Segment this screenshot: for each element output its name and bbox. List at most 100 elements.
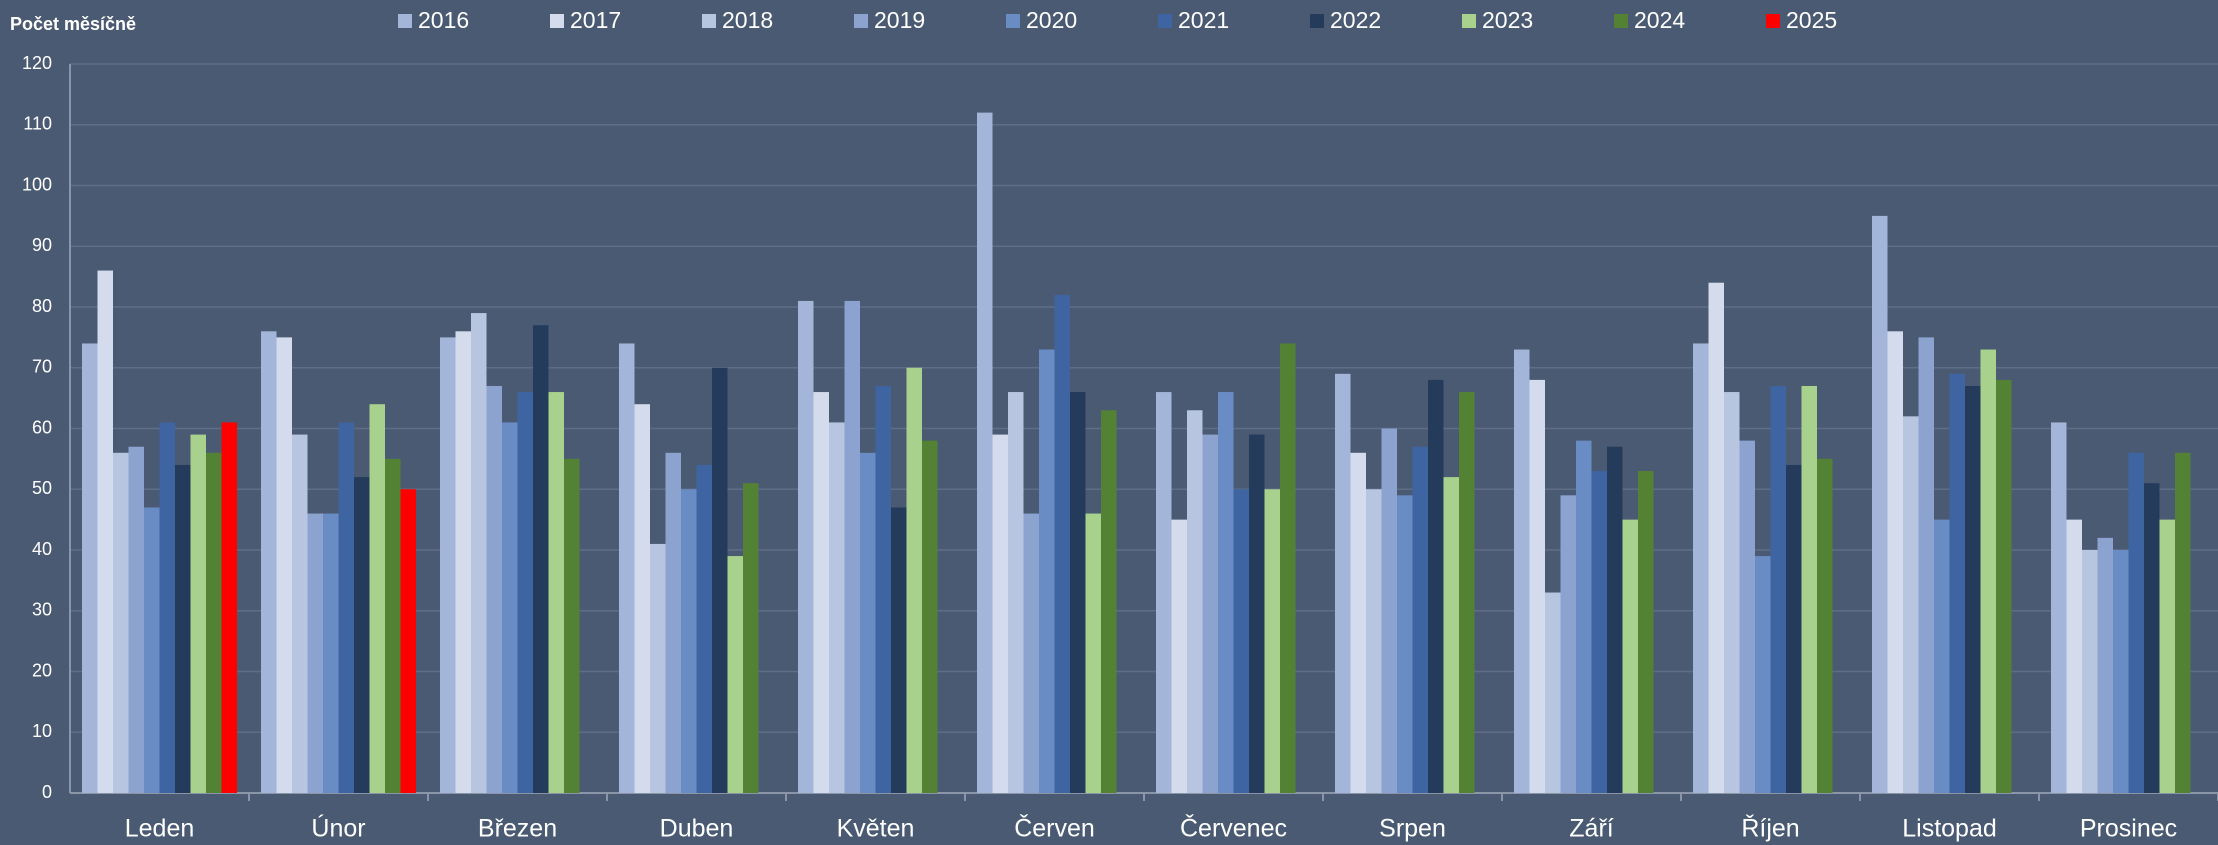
bar bbox=[1949, 373, 1965, 793]
bar bbox=[2066, 519, 2082, 793]
bar bbox=[696, 464, 712, 793]
bar bbox=[292, 434, 308, 793]
bar bbox=[1039, 349, 1055, 793]
bar bbox=[1545, 592, 1561, 793]
x-tick-label: Říjen bbox=[1741, 814, 1799, 843]
bar bbox=[1443, 477, 1459, 793]
y-tick-label: 40 bbox=[32, 539, 52, 559]
bar bbox=[82, 343, 98, 793]
bar bbox=[2097, 537, 2113, 793]
bar bbox=[1054, 294, 1070, 793]
bar bbox=[564, 458, 580, 793]
bar bbox=[502, 422, 518, 793]
bar bbox=[1918, 337, 1934, 793]
bar bbox=[1202, 434, 1218, 793]
bar bbox=[385, 458, 401, 793]
bar bbox=[2113, 550, 2129, 793]
legend-label: 2021 bbox=[1178, 7, 1229, 33]
bar bbox=[1965, 385, 1981, 793]
bar bbox=[1397, 495, 1413, 793]
bar bbox=[261, 331, 277, 793]
bar bbox=[533, 325, 549, 793]
bar bbox=[276, 337, 292, 793]
bar bbox=[1008, 392, 1024, 793]
bar bbox=[323, 513, 339, 793]
bar bbox=[1085, 513, 1101, 793]
legend-swatch bbox=[1006, 14, 1020, 28]
bar bbox=[221, 422, 237, 793]
bar bbox=[1350, 452, 1366, 793]
bar bbox=[1366, 489, 1382, 793]
legend-swatch bbox=[1462, 14, 1476, 28]
bar bbox=[860, 452, 876, 793]
legend-label: 2023 bbox=[1482, 7, 1533, 33]
bar bbox=[619, 343, 635, 793]
bar bbox=[1156, 392, 1172, 793]
bar bbox=[634, 404, 650, 793]
bar bbox=[1996, 379, 2012, 793]
legend-swatch bbox=[550, 14, 564, 28]
bar bbox=[190, 434, 206, 793]
x-tick-label: Duben bbox=[660, 815, 734, 843]
bar bbox=[1724, 392, 1740, 793]
bar bbox=[1903, 416, 1919, 793]
y-tick-label: 70 bbox=[32, 357, 52, 377]
bar bbox=[1934, 519, 1950, 793]
legend-swatch bbox=[1310, 14, 1324, 28]
x-tick-label: Leden bbox=[125, 815, 195, 843]
bar bbox=[1770, 385, 1786, 793]
y-tick-label: 90 bbox=[32, 235, 52, 255]
bar bbox=[681, 489, 697, 793]
bar bbox=[144, 507, 160, 793]
bar bbox=[977, 112, 993, 794]
legend-label: 2025 bbox=[1786, 7, 1837, 33]
bar bbox=[1980, 349, 1996, 793]
x-tick-label: Květen bbox=[837, 815, 915, 843]
x-tick-label: Červen bbox=[1014, 814, 1095, 843]
bar bbox=[1381, 428, 1397, 793]
bar bbox=[650, 543, 666, 793]
bar bbox=[1576, 440, 1592, 793]
bar bbox=[2051, 422, 2067, 793]
x-tick-label: Červenec bbox=[1180, 814, 1287, 843]
x-tick-label: Září bbox=[1569, 815, 1614, 843]
bar bbox=[727, 556, 743, 793]
bar bbox=[1514, 349, 1530, 793]
legend-label: 2022 bbox=[1330, 7, 1381, 33]
bar bbox=[1171, 519, 1187, 793]
bar bbox=[486, 385, 502, 793]
legend-label: 2017 bbox=[570, 7, 621, 33]
bar bbox=[829, 422, 845, 793]
bar bbox=[1872, 215, 1888, 793]
y-tick-label: 110 bbox=[23, 114, 52, 134]
legend-label: 2019 bbox=[874, 7, 925, 33]
bar bbox=[1801, 385, 1817, 793]
bar bbox=[1335, 373, 1351, 793]
legend-swatch bbox=[702, 14, 716, 28]
bar bbox=[400, 489, 416, 793]
bar bbox=[338, 422, 354, 793]
bar bbox=[1591, 471, 1607, 793]
bar bbox=[1560, 495, 1576, 793]
bar bbox=[175, 464, 191, 793]
bar bbox=[517, 392, 533, 793]
bar bbox=[113, 452, 129, 793]
bar bbox=[844, 300, 860, 793]
y-tick-label: 30 bbox=[32, 600, 52, 620]
bar bbox=[128, 446, 144, 793]
bar bbox=[743, 483, 759, 793]
x-tick-label: Srpen bbox=[1379, 815, 1446, 843]
bar bbox=[891, 507, 907, 793]
bar bbox=[1708, 282, 1724, 793]
bar bbox=[1428, 379, 1444, 793]
bar bbox=[665, 452, 681, 793]
bar bbox=[1638, 471, 1654, 793]
legend-label: 2020 bbox=[1026, 7, 1077, 33]
bar bbox=[1887, 331, 1903, 793]
legend-label: 2024 bbox=[1634, 7, 1685, 33]
bar bbox=[1023, 513, 1039, 793]
bar bbox=[1817, 458, 1833, 793]
bar bbox=[2175, 452, 2191, 793]
bar bbox=[992, 434, 1008, 793]
bar bbox=[922, 440, 938, 793]
